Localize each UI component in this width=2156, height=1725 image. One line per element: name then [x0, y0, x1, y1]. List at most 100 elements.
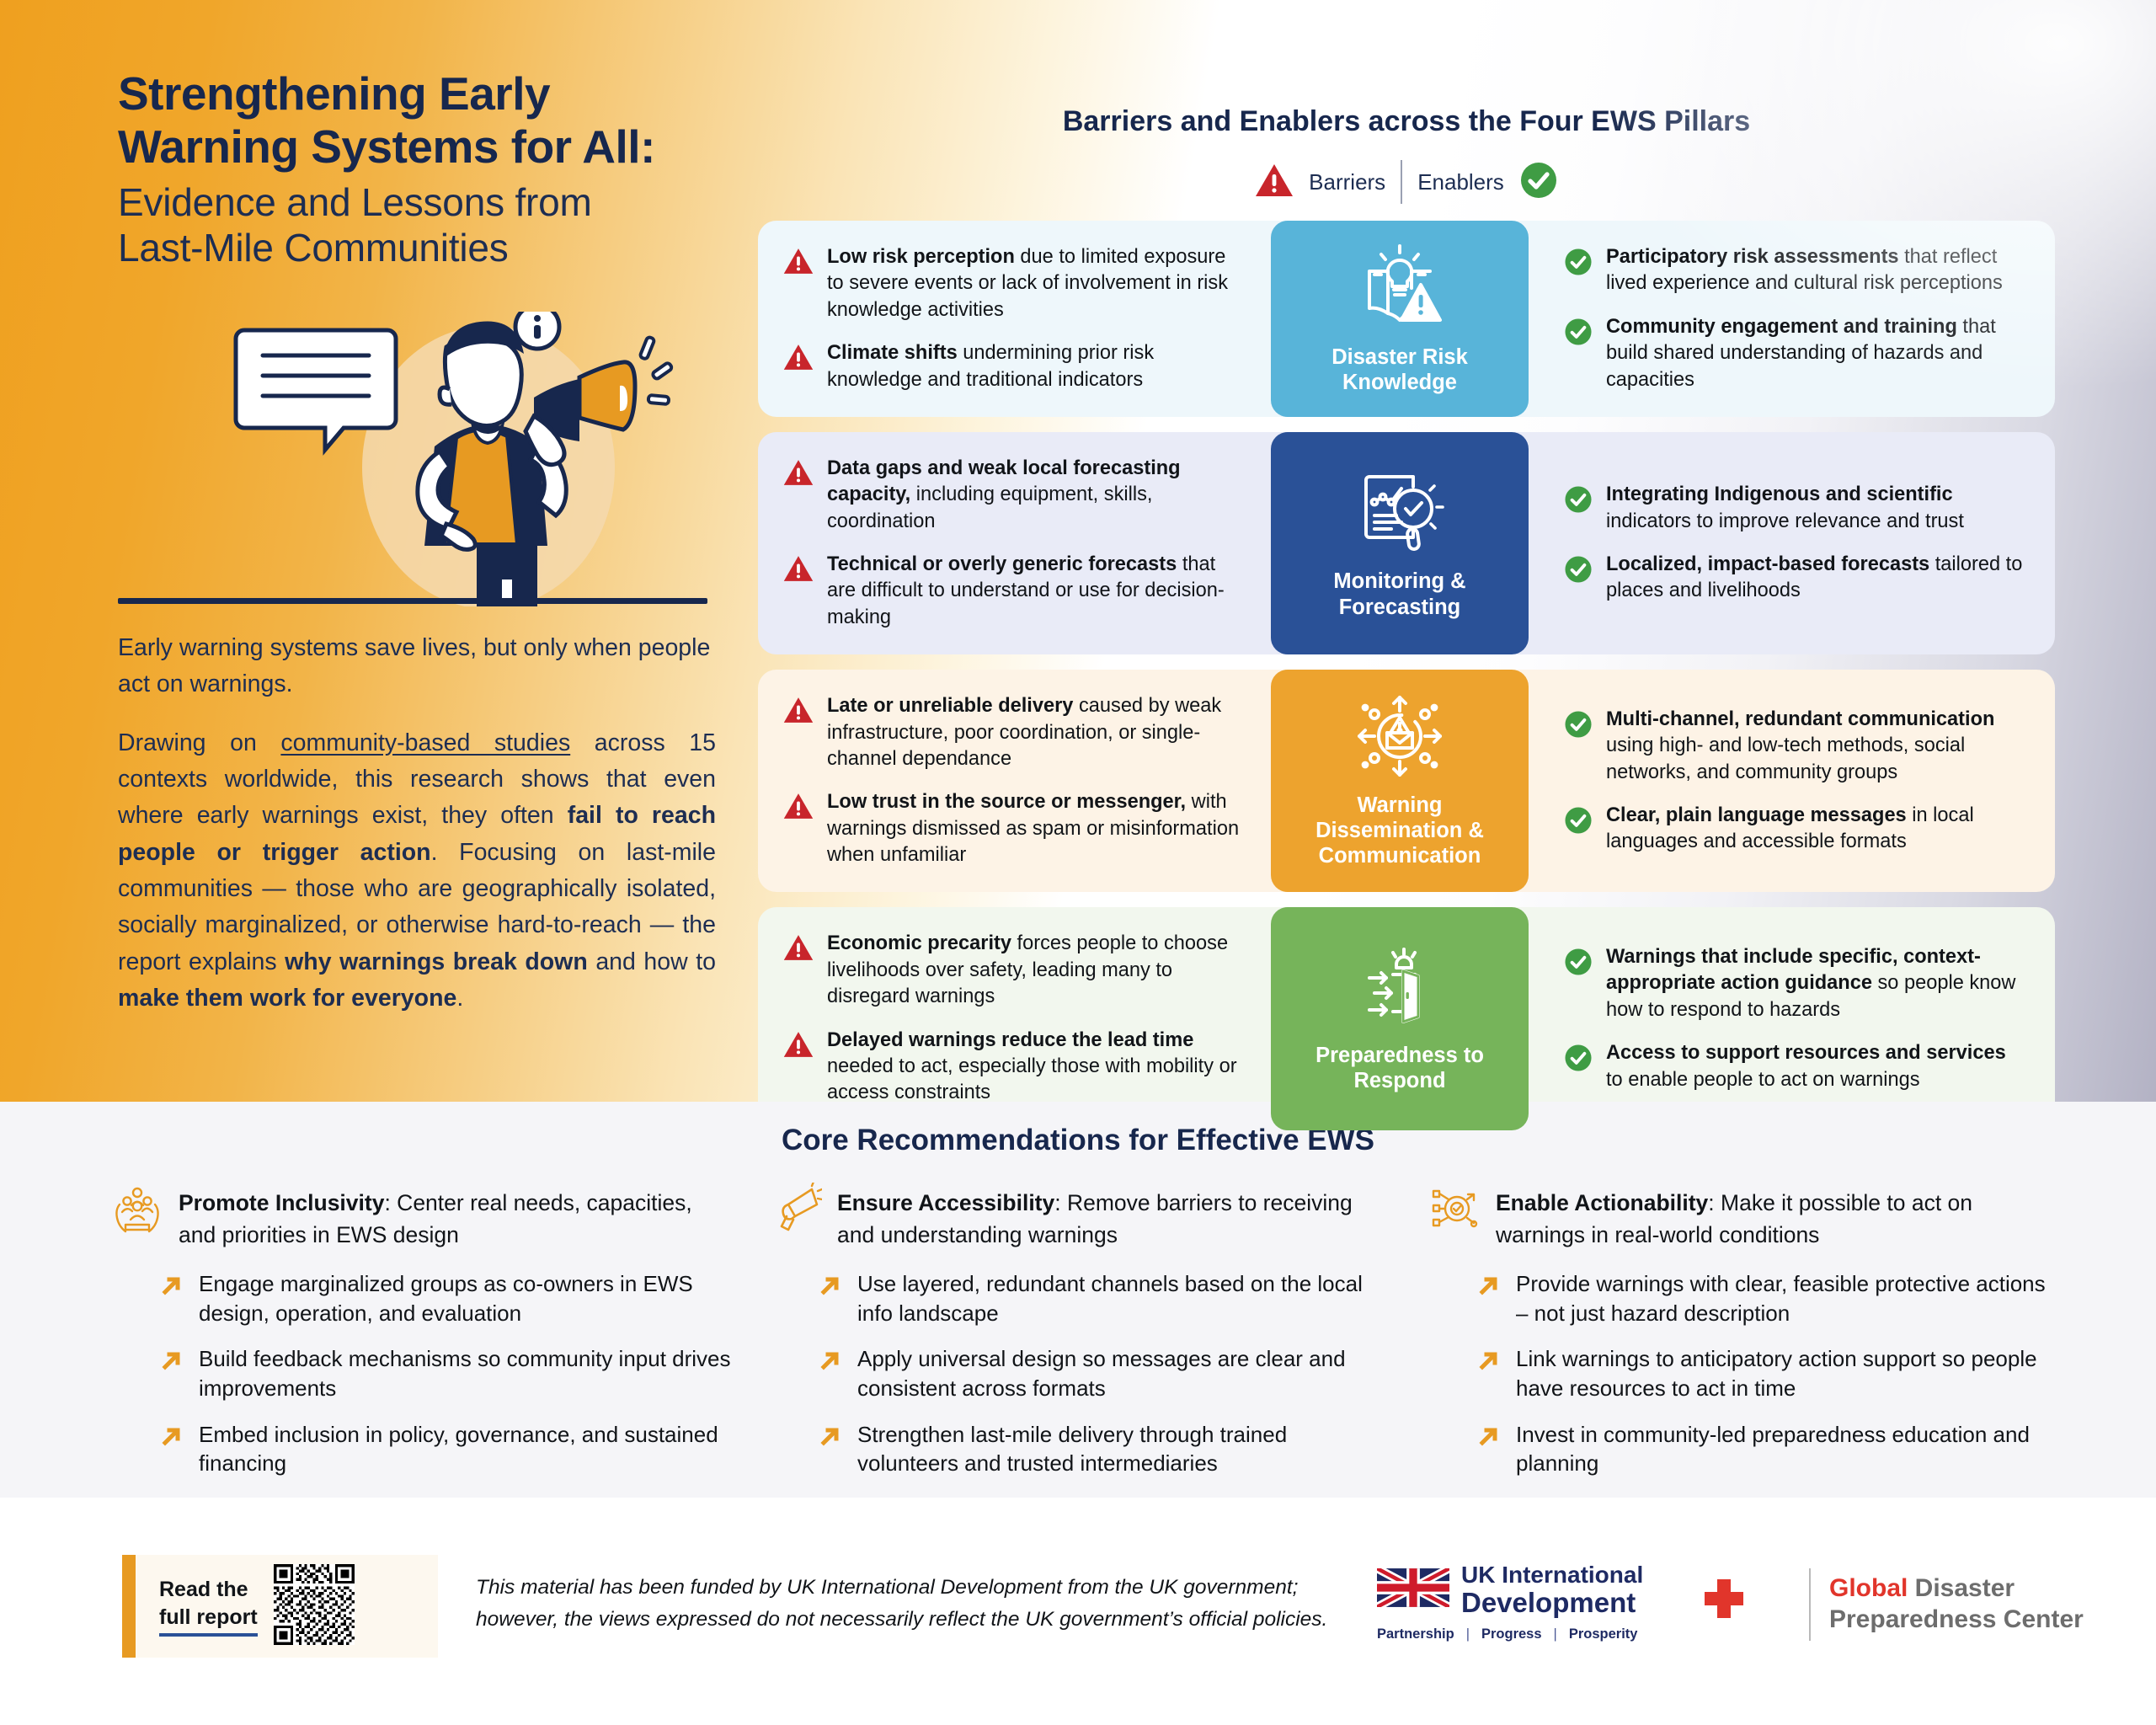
- qr-code-icon[interactable]: [274, 1563, 355, 1649]
- pillar-label: Warning Dissemination & Communication: [1315, 793, 1484, 868]
- intro-p2: across 15 contexts worldwide, this resea…: [118, 729, 716, 830]
- barrier-rest: including equipment, skills, coordinatio…: [827, 483, 1153, 532]
- barriers-list-3: Late or unreliable delivery caused by we…: [758, 670, 1274, 892]
- pillar-label: Disaster Risk Knowledge: [1331, 344, 1468, 395]
- barrier-text: Economic precarity forces people to choo…: [827, 931, 1246, 1010]
- recommendation-column-actionability: Enable Actionability: Make it possible t…: [1428, 1188, 2048, 1495]
- tagline-sep: |: [1465, 1626, 1470, 1642]
- enabler-bold: Participatory risk assessments: [1606, 246, 1899, 268]
- enabler-text: Localized, impact-based forecasts tailor…: [1606, 552, 2026, 605]
- enabler-text: Access to support resources and services…: [1606, 1040, 2026, 1093]
- barrier-rest: that are difficult to understand or use …: [827, 553, 1225, 628]
- tagline-partnership: Partnership: [1377, 1626, 1454, 1642]
- warning-triangle-icon: [783, 247, 814, 275]
- barrier-text: Technical or overly generic forecasts th…: [827, 552, 1246, 631]
- pillar-card-preparedness-to-respond[interactable]: Preparedness to Respond: [1271, 907, 1529, 1130]
- enablers-list-4: Warnings that include specific, context-…: [1525, 907, 2055, 1130]
- enabler-text: Clear, plain language messages in local …: [1606, 803, 2026, 856]
- enabler-bold: Localized, impact-based forecasts: [1606, 553, 1930, 575]
- list-item-text: Build feedback mechanisms so community i…: [199, 1346, 731, 1401]
- barrier-text: Data gaps and weak local forecasting cap…: [827, 456, 1246, 535]
- recommendation-heading: Enable Actionability: Make it possible t…: [1428, 1188, 2048, 1251]
- hands-people-inclusivity-icon: [111, 1183, 163, 1235]
- tagline-progress: Progress: [1481, 1626, 1542, 1642]
- pillar-label-line-2: Forecasting: [1338, 595, 1461, 619]
- funding-disclaimer: This material has been funded by UK Inte…: [476, 1576, 1328, 1631]
- enabler-text: Community engagement and training that b…: [1606, 314, 2026, 393]
- person-with-megaphone-icon: [415, 321, 674, 606]
- read-label-line-2: full report: [159, 1604, 258, 1637]
- barrier-text: Late or unreliable delivery caused by we…: [827, 693, 1246, 772]
- top-section: Strengthening Early Warning Systems for …: [0, 0, 2156, 1130]
- arrow-up-right-icon: [160, 1424, 184, 1448]
- uk-logo-line-2: Development: [1461, 1587, 1636, 1619]
- arrow-up-right-icon: [1477, 1274, 1501, 1297]
- divider-rule: [118, 598, 707, 604]
- pillar-row-disaster-risk-knowledge: Low risk perception due to limited expos…: [758, 221, 2055, 417]
- subtitle-line-2: Last-Mile Communities: [118, 225, 509, 270]
- barrier-text: Low risk perception due to limited expos…: [827, 244, 1246, 323]
- recommendation-heading-bold: Ensure Accessibility: [837, 1190, 1055, 1215]
- recommendation-heading-bold: Enable Actionability: [1496, 1190, 1709, 1215]
- enabler-bold: Multi-channel, redundant communication: [1606, 708, 1995, 730]
- pillar-card-disaster-risk-knowledge[interactable]: Disaster Risk Knowledge: [1271, 221, 1529, 417]
- uk-logo-text: UK International Development: [1461, 1562, 1643, 1618]
- barrier-item: Economic precarity forces people to choo…: [783, 931, 1246, 1010]
- pillar-label-line-1: Warning: [1357, 793, 1443, 817]
- check-circle-icon: [1564, 318, 1593, 346]
- legend: Barriers Enablers: [977, 160, 1836, 204]
- barrier-bold: Economic precarity: [827, 932, 1011, 955]
- gdpc-line-2: Preparedness Center: [1829, 1605, 2084, 1633]
- intro-p5: .: [456, 984, 464, 1012]
- warning-triangle-icon: [783, 792, 814, 820]
- list-item-text: Engage marginalized groups as co-owners …: [199, 1271, 693, 1326]
- intro-copy: Early warning systems save lives, but on…: [118, 630, 716, 1039]
- enabler-rest: that reflect lived experience and cultur…: [1606, 246, 2003, 295]
- enabler-item: Clear, plain language messages in local …: [1564, 803, 2026, 856]
- enabler-rest: so people know how to respond to hazards: [1606, 972, 2016, 1021]
- pillar-row-preparedness-to-respond: Economic precarity forces people to choo…: [758, 907, 2055, 1130]
- warning-triangle-icon: [783, 933, 814, 962]
- recommendation-bullet-list: Use layered, redundant channels based on…: [770, 1269, 1390, 1477]
- enabler-bold: Integrating Indigenous and scientific: [1606, 483, 1953, 506]
- enablers-list-2: Integrating Indigenous and scientific in…: [1525, 432, 2055, 654]
- speech-bubble-icon: [233, 328, 398, 456]
- pillar-label-line-1: Monitoring &: [1333, 569, 1466, 594]
- read-full-report-block[interactable]: Read the full report: [122, 1555, 438, 1658]
- arrow-up-right-icon: [819, 1424, 842, 1448]
- warning-triangle-icon: [783, 1030, 814, 1059]
- read-full-report-label: Read the full report: [159, 1576, 267, 1637]
- barrier-item: Low risk perception due to limited expos…: [783, 244, 1246, 323]
- recommendation-heading: Ensure Accessibility: Remove barriers to…: [770, 1180, 1390, 1251]
- enabler-bold: Warnings that include specific, context-…: [1606, 946, 1981, 995]
- list-item: Build feedback mechanisms so community i…: [160, 1344, 731, 1402]
- recommendation-heading-bold: Promote Inclusivity: [179, 1190, 385, 1215]
- check-circle-icon: [1564, 710, 1593, 739]
- enabler-rest: tailored to places and livelihoods: [1606, 553, 2023, 602]
- pillar-card-warning-dissemination[interactable]: Warning Dissemination & Communication: [1271, 670, 1529, 893]
- barrier-item: Delayed warnings reduce the lead time ne…: [783, 1028, 1246, 1107]
- recommendation-heading-text: Ensure Accessibility: Remove barriers to…: [837, 1188, 1390, 1251]
- enablers-list-3: Multi-channel, redundant communication u…: [1525, 670, 2055, 892]
- arrow-up-right-icon: [1477, 1424, 1501, 1448]
- target-network-actionability-icon: [1428, 1183, 1481, 1235]
- enabler-bold: Access to support resources and services: [1606, 1042, 2006, 1065]
- pillar-label-line-1: Disaster Risk: [1331, 344, 1468, 369]
- list-item: Use layered, redundant channels based on…: [819, 1269, 1390, 1327]
- list-item-text: Link warnings to anticipatory action sup…: [1516, 1346, 2037, 1401]
- subtitle-line-1: Evidence and Lessons from: [118, 179, 592, 224]
- enabler-item: Warnings that include specific, context-…: [1564, 944, 2026, 1023]
- arrow-up-right-icon: [1477, 1348, 1501, 1372]
- hero-illustration: [194, 302, 716, 609]
- enabler-rest: to enable people to act on warnings: [1606, 1068, 1920, 1091]
- barrier-bold: Delayed warnings reduce the lead time: [827, 1028, 1194, 1051]
- intro-p1: Drawing on: [118, 729, 281, 756]
- uk-international-development-logo: UK International Development Partnership…: [1374, 1562, 1655, 1642]
- pillar-label-line-1: Preparedness to: [1315, 1043, 1484, 1067]
- intro-p3: . Focusing on last-mile communities — th…: [118, 838, 716, 975]
- tagline-prosperity: Prosperity: [1568, 1626, 1638, 1642]
- community-based-studies-link[interactable]: community-based studies: [280, 729, 571, 756]
- barrier-bold: Late or unreliable delivery: [827, 695, 1074, 718]
- enablers-list-1: Participatory risk assessments that refl…: [1525, 221, 2055, 417]
- pillar-card-monitoring-forecasting[interactable]: Monitoring & Forecasting: [1271, 431, 1529, 655]
